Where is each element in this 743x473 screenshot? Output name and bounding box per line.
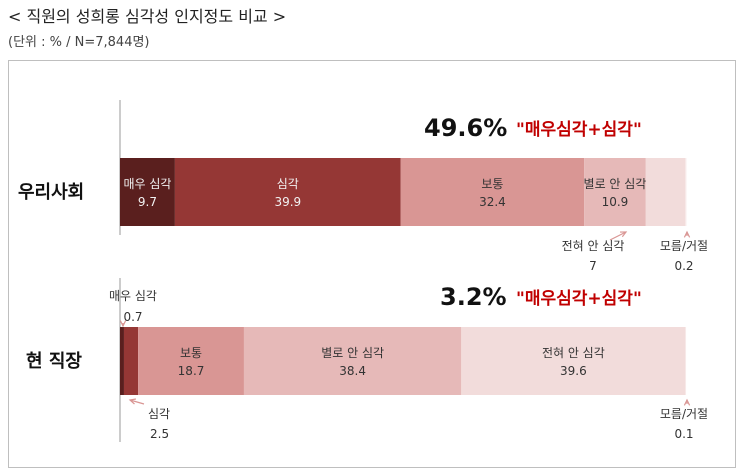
callout-line: [609, 231, 627, 241]
data-label: 7: [589, 259, 597, 273]
data-label: 18.7: [178, 364, 205, 378]
category-label: 우리사회: [18, 182, 84, 203]
callout-arrowhead: [619, 231, 628, 238]
highlight-percent: 49.6%: [424, 114, 507, 142]
segment-name-label: 매우 심각: [109, 289, 157, 303]
segment-name-label: 모름/거절: [660, 239, 708, 253]
data-label: 0.7: [123, 310, 142, 324]
bar-segment: [243, 327, 462, 395]
segment-name-label: 심각: [277, 177, 299, 191]
data-label: 9.7: [138, 195, 157, 209]
category-label: 현 직장: [26, 351, 82, 372]
bar-segment: [400, 158, 585, 226]
bar-segment: [685, 158, 687, 226]
bar-segment: [138, 327, 244, 395]
segment-name-label: 별로 안 심각: [321, 346, 384, 360]
highlight-note: "매우심각+심각": [516, 289, 642, 309]
data-label: 39.6: [560, 364, 587, 378]
callout-arrowhead: [119, 320, 127, 328]
data-label: 38.4: [339, 364, 366, 378]
data-label: 0.1: [674, 427, 693, 441]
highlight-note: "매우심각+심각": [516, 120, 642, 140]
bar-segment: [685, 327, 687, 395]
callout-arrowhead: [683, 230, 691, 238]
bar-segment: [120, 327, 124, 395]
segment-name-label: 매우 심각: [123, 177, 171, 191]
callout-arrowhead: [128, 398, 137, 405]
data-label: 2.5: [150, 427, 169, 441]
segment-name-label: 별로 안 심각: [584, 177, 647, 191]
bar-segment: [645, 158, 686, 226]
callout-line: [129, 399, 145, 405]
highlight-percent: 3.2%: [440, 283, 507, 311]
segment-name-label: 전혀 안 심각: [562, 239, 625, 253]
data-label: 32.4: [479, 195, 506, 209]
data-label: 39.9: [274, 195, 301, 209]
segment-name-label: 모름/거절: [660, 407, 708, 421]
segment-name-label: 보통: [481, 177, 503, 191]
segment-name-label: 전혀 안 심각: [542, 346, 605, 360]
data-label: 0.2: [674, 259, 693, 273]
segment-name-label: 심각: [148, 407, 170, 421]
bar-segment: [123, 327, 139, 395]
segment-name-label: 보통: [180, 346, 202, 360]
callout-arrowhead: [683, 398, 691, 406]
chart-title: < 직원의 성희롱 심각성 인지정도 비교 >: [8, 7, 287, 26]
bar-segment: [461, 327, 686, 395]
bar-segment: [584, 158, 646, 226]
data-label: 10.9: [602, 195, 629, 209]
bar-segment: [174, 158, 401, 226]
unit-subtitle: (단위 : % / N=7,844명): [8, 35, 150, 50]
bar-segment: [120, 158, 175, 226]
